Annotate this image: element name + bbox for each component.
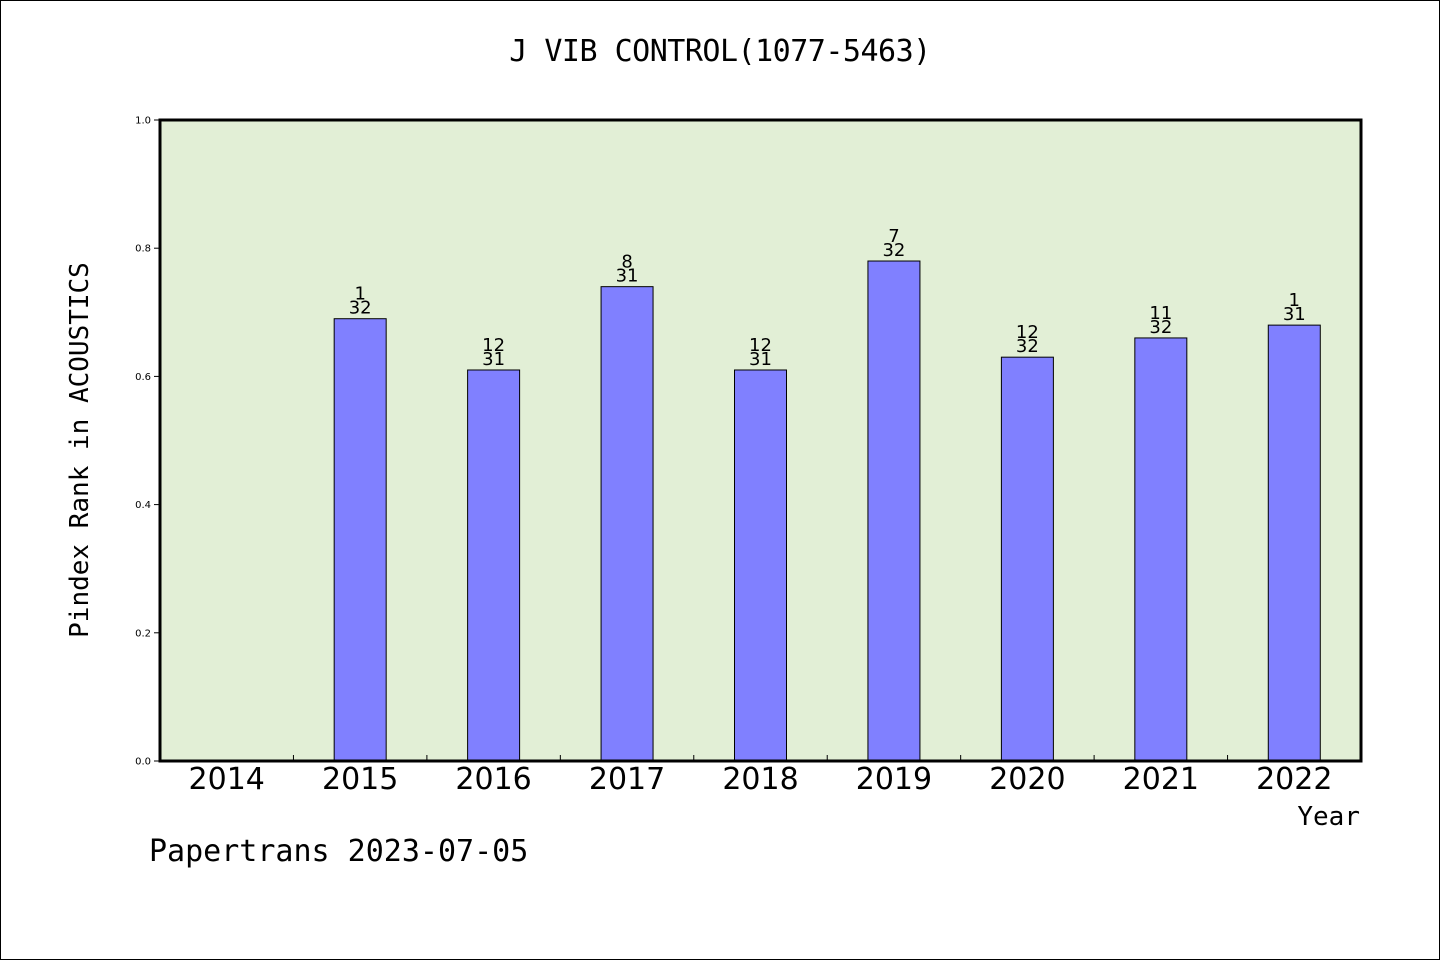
x-tick-label-2018: 2018 [722,762,798,797]
bar-rank-label-2022: 1 [1289,290,1300,311]
bar-total-label-2017: 31 [616,266,639,287]
bar-total-label-2021: 32 [1149,317,1172,338]
y-tick-label: 0.4 [135,500,151,511]
bar-2017 [600,286,654,762]
bar-2022 [1267,324,1321,762]
x-tick-label-2016: 2016 [455,762,531,797]
bar-2016 [467,369,521,762]
y-axis-title: Pindex Rank in ACOUSTICS [65,262,95,638]
y-tick-label: 0.2 [135,628,151,639]
x-tick-label-2020: 2020 [989,762,1065,797]
bar-total-label-2016: 31 [482,349,505,370]
bar-2019 [867,260,921,762]
bar-2020 [1000,356,1054,762]
bar-rank-label-2015: 1 [354,284,365,305]
footer-credit: Papertrans 2023-07-05 [149,834,529,869]
bar-rank-label-2018: 12 [749,335,772,356]
plot-border [158,118,1363,763]
bar-total-label-2019: 32 [882,240,905,261]
bar-rank-label-2016: 12 [482,335,505,356]
bar-2018 [734,369,787,762]
bar-total-label-2015: 32 [349,298,372,319]
y-tick-label: 1.0 [135,116,151,127]
y-tick-label: 0.0 [135,757,151,768]
bar-rank-label-2017: 8 [621,252,632,273]
x-tick-label-2015: 2015 [322,762,398,797]
x-tick-label-2017: 2017 [589,762,665,797]
x-tick-label-2022: 2022 [1256,762,1332,797]
y-tick-label: 0.8 [135,244,151,255]
bar-rank-label-2020: 12 [1016,322,1039,343]
bar-total-label-2020: 32 [1016,336,1039,357]
y-tick-label: 0.6 [135,372,151,383]
bar-rank-label-2021: 11 [1149,303,1172,324]
chart-title: J VIB CONTROL(1077-5463) [509,34,931,69]
x-tick-label-2021: 2021 [1123,762,1199,797]
bar-total-label-2018: 31 [749,349,772,370]
bar-2021 [1134,337,1188,762]
bar-2015 [333,318,387,762]
x-axis-title: Year [1297,802,1360,832]
bar-total-label-2022: 31 [1283,304,1306,325]
x-tick-label-2014: 2014 [189,762,265,797]
bar-rank-label-2019: 7 [888,226,899,247]
x-tick-label-2019: 2019 [856,762,932,797]
